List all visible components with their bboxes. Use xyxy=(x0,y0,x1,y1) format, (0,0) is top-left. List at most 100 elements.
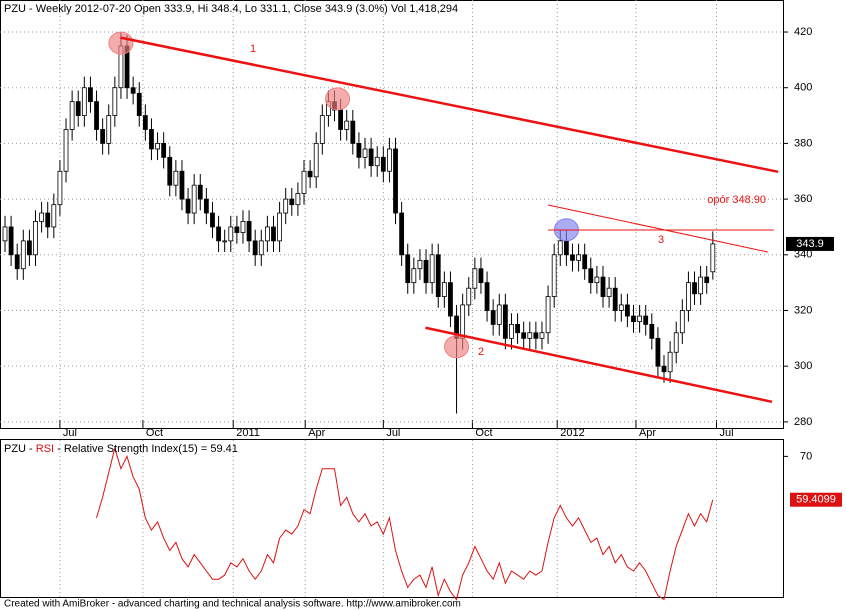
candle-body xyxy=(277,212,282,242)
candle-body xyxy=(289,198,295,206)
price-panel xyxy=(0,0,784,429)
candle-body xyxy=(191,184,197,214)
candle-body xyxy=(563,240,569,256)
candle-body xyxy=(2,226,8,242)
candle-body xyxy=(502,304,508,339)
candle-body xyxy=(429,254,435,284)
last-rsi-box xyxy=(790,492,842,507)
rsi-title: PZU - RSI - Relative Strength Index(15) … xyxy=(4,443,238,455)
plot-layer: Jul Oct 2011 Apr Jul Oct 2012 Apr Jul28030032034… xyxy=(0,0,812,601)
candle-body xyxy=(88,87,93,103)
candle-body xyxy=(33,220,38,256)
candle-body xyxy=(264,226,270,242)
rsi-line xyxy=(96,446,714,601)
candle-body xyxy=(557,240,563,256)
candle-body xyxy=(51,204,57,228)
candle-body xyxy=(173,170,179,186)
candle-body xyxy=(594,276,600,284)
x-tick-label: Oct xyxy=(475,427,492,439)
trend-label: opór 348.90 xyxy=(707,194,766,206)
highlight-circle xyxy=(108,31,134,55)
y-tick-label: 420 xyxy=(794,26,812,38)
x-tick-label: 2011 xyxy=(236,427,260,439)
candle-body xyxy=(313,143,319,178)
candle-body xyxy=(686,282,691,311)
candle-body xyxy=(692,282,697,295)
highlight-circle xyxy=(325,87,351,111)
candle-body xyxy=(399,212,405,256)
candle-body xyxy=(69,101,75,130)
candle-body xyxy=(362,148,368,158)
candle-body xyxy=(100,129,106,144)
candle-body xyxy=(478,268,484,284)
candle-body xyxy=(350,120,356,144)
candle-body xyxy=(435,254,441,297)
candle-body xyxy=(149,129,154,150)
candle-body xyxy=(307,170,313,178)
candle-body xyxy=(539,332,545,339)
candle-body xyxy=(576,254,581,261)
candle-body xyxy=(14,254,20,270)
y-tick-label: 380 xyxy=(794,137,812,149)
trend-label: 2 xyxy=(478,346,484,358)
y-tick-label: 400 xyxy=(794,82,812,94)
candle-body xyxy=(631,315,636,323)
trend-line xyxy=(120,36,779,174)
candle-body xyxy=(466,287,472,306)
candle-body xyxy=(588,268,594,284)
candle-body xyxy=(533,332,539,339)
candle-body xyxy=(368,148,374,167)
x-tick-label: Jul xyxy=(63,427,77,439)
candle-body xyxy=(649,324,655,339)
candle-body xyxy=(106,115,112,144)
candle-body xyxy=(490,310,496,325)
rsi-title-part: - Relative Strength Index(15) = 59.41 xyxy=(54,443,238,455)
y-tick-label: 360 xyxy=(794,193,812,205)
candle-body xyxy=(57,170,63,206)
candle-body xyxy=(527,332,533,339)
last-price-label: 343.9 xyxy=(796,238,824,250)
x-tick-label: Jul xyxy=(719,427,733,439)
candle-body xyxy=(258,240,264,256)
candle-body xyxy=(112,87,118,116)
candle-body xyxy=(387,148,392,172)
candle-body xyxy=(698,276,704,295)
candle-body xyxy=(509,324,514,339)
candle-body xyxy=(271,226,276,242)
rsi-panel xyxy=(0,439,784,598)
x-tick-label: 2012 xyxy=(560,427,584,439)
candle-body xyxy=(643,315,649,325)
candle-body xyxy=(45,212,51,228)
trend-line xyxy=(425,326,773,404)
candle-body xyxy=(606,287,612,297)
candle-body xyxy=(344,120,350,130)
candle-body xyxy=(441,282,447,297)
candle-body xyxy=(197,184,203,200)
y-tick-label: 70 xyxy=(800,450,812,462)
candle-body xyxy=(460,304,466,339)
candle-body xyxy=(228,226,234,242)
candle-body xyxy=(710,243,716,273)
x-tick-label: Apr xyxy=(308,427,325,439)
x-tick-label: Apr xyxy=(639,427,656,439)
last-price-box xyxy=(786,236,834,251)
candle-body xyxy=(161,143,167,158)
candle-body xyxy=(234,226,240,233)
candle-body xyxy=(216,226,221,242)
candle-body xyxy=(136,92,142,116)
candle-body xyxy=(673,332,679,353)
candle-body xyxy=(417,259,423,270)
candle-body xyxy=(203,198,209,214)
y-tick-label: 300 xyxy=(794,360,812,372)
candle-body xyxy=(240,220,246,233)
candle-body xyxy=(484,282,490,311)
candle-body xyxy=(27,240,32,256)
footer: Created with AmiBroker - advanced charti… xyxy=(4,599,461,610)
candle-body xyxy=(515,324,520,334)
candle-body xyxy=(570,254,575,261)
candle-body xyxy=(94,101,99,130)
candle-body xyxy=(393,148,398,214)
candle-body xyxy=(39,212,45,222)
candle-body xyxy=(600,276,606,297)
